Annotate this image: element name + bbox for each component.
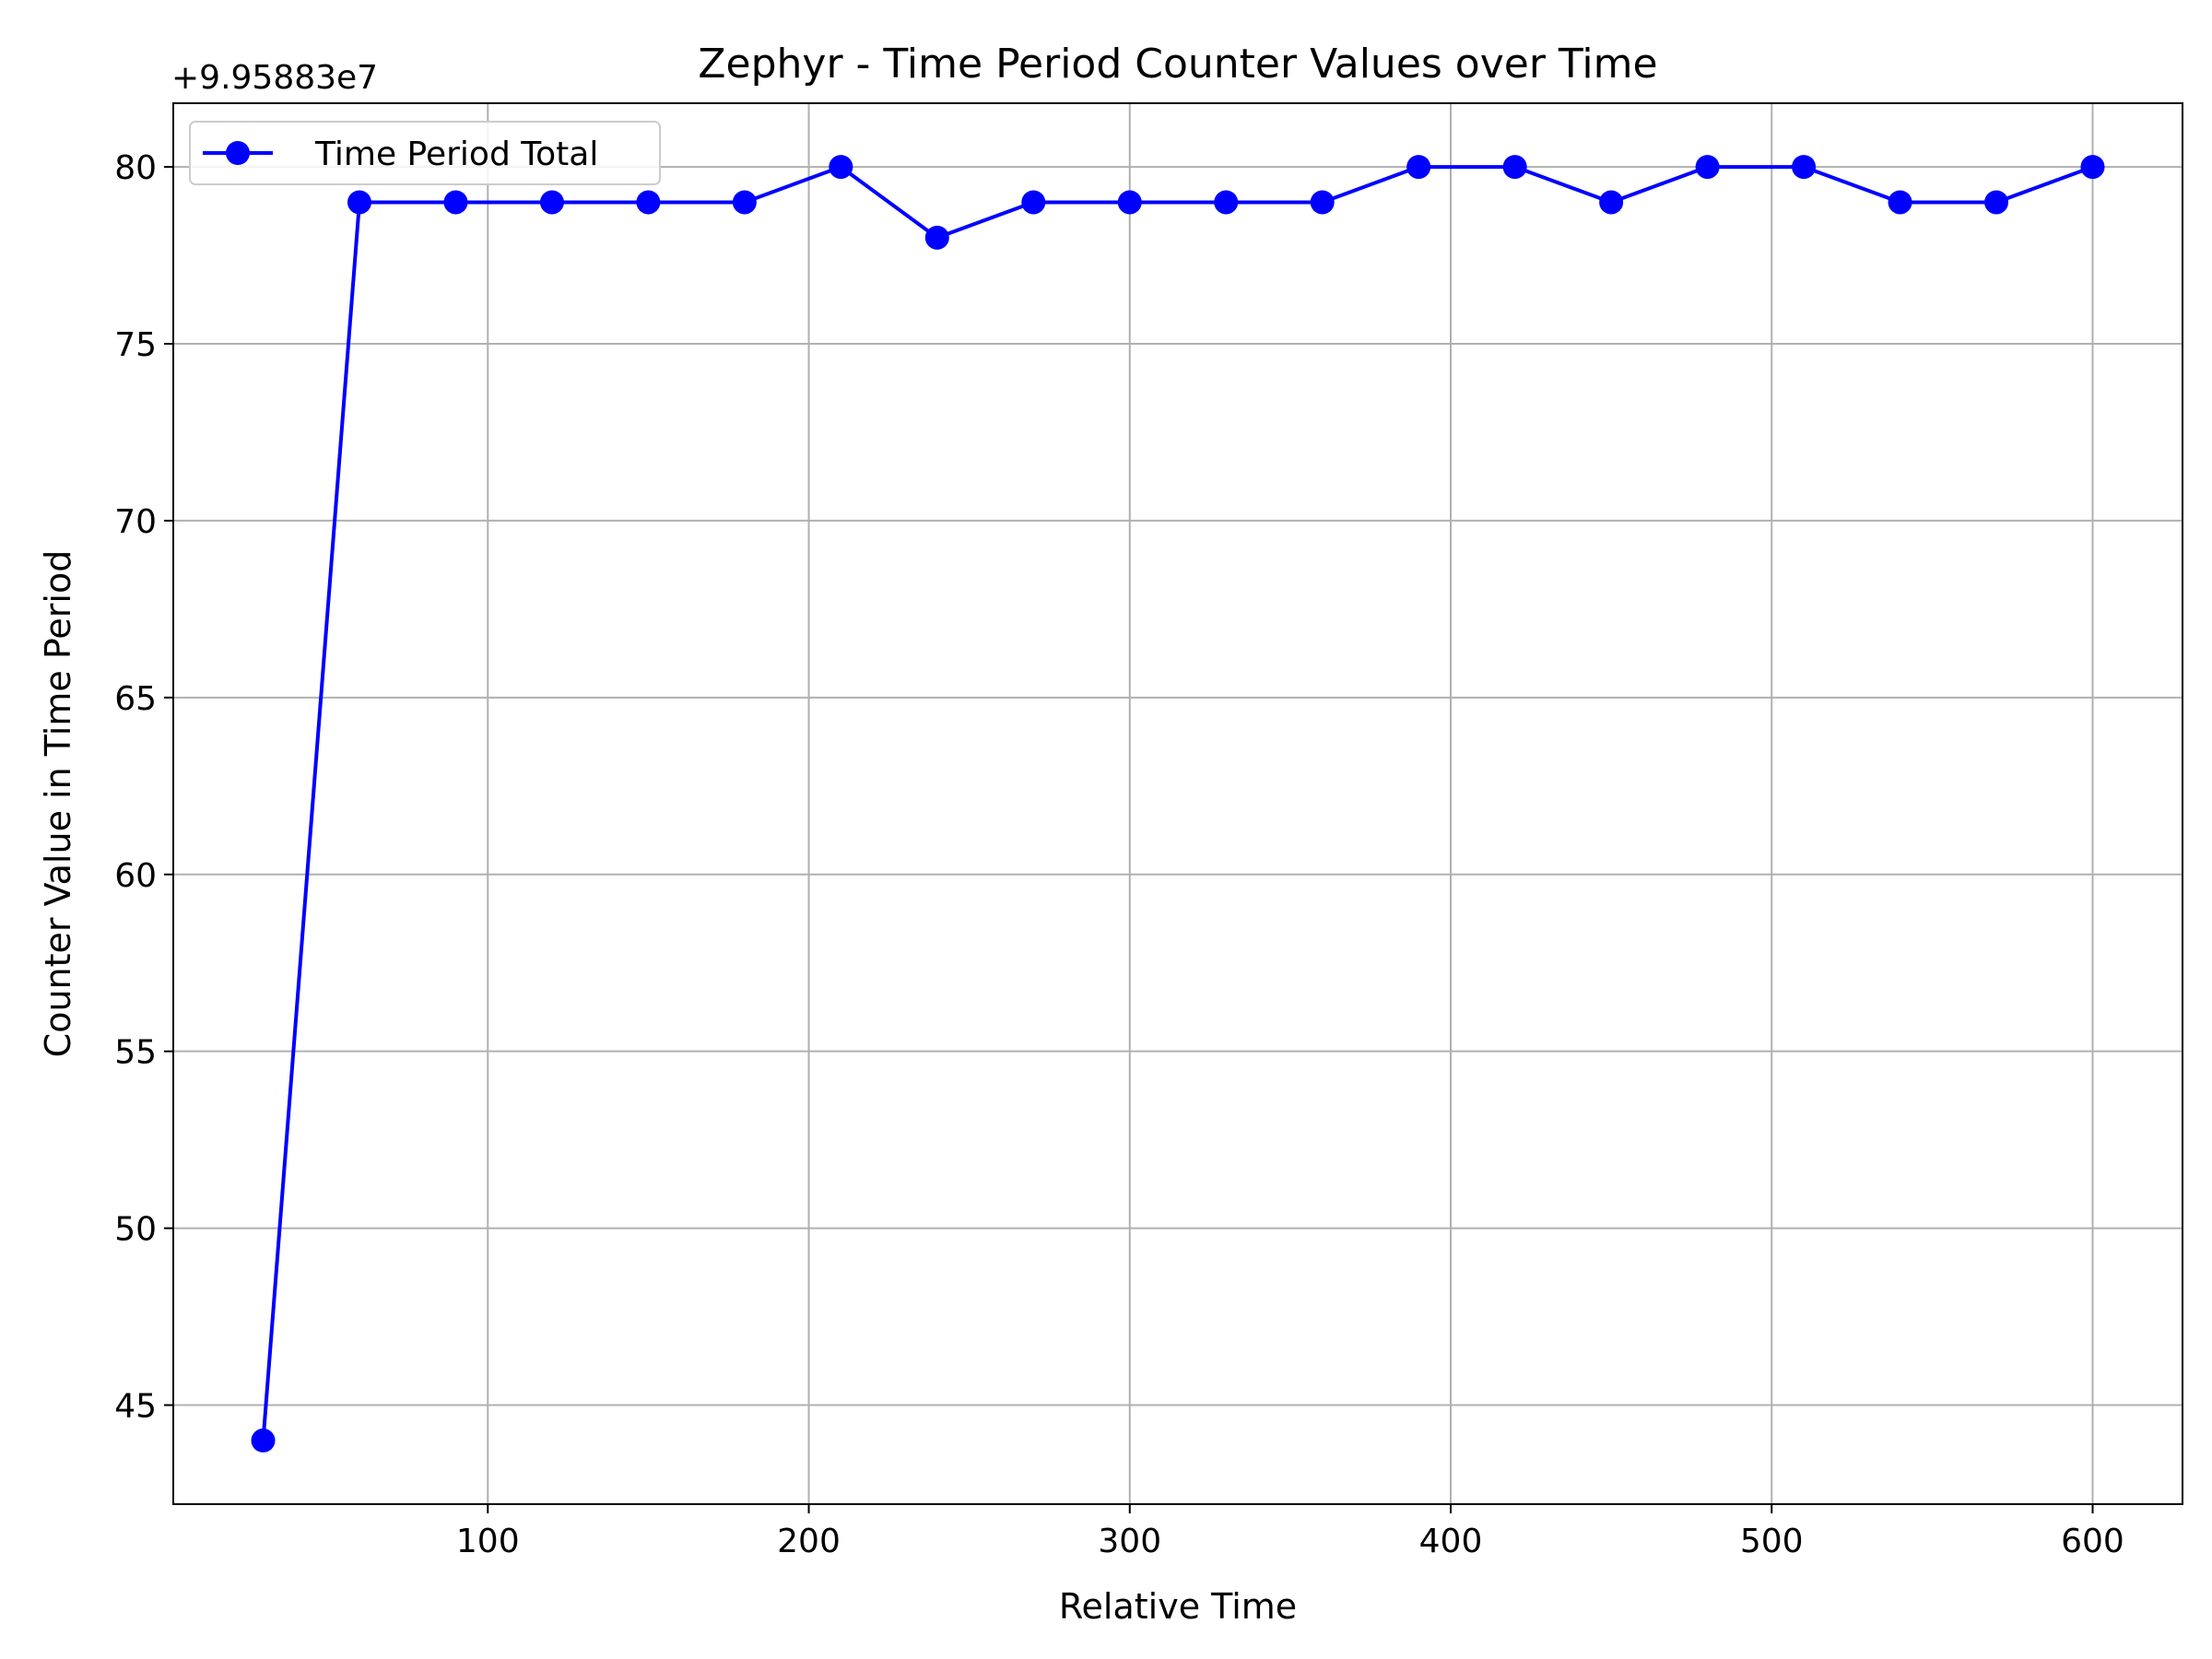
x-tick-label: 500	[1740, 1523, 1804, 1560]
y-tick-label: 55	[114, 1034, 157, 1072]
legend-box	[189, 121, 661, 185]
data-point	[1117, 190, 1142, 215]
y-tick-label: 75	[114, 326, 157, 364]
plot-frame	[172, 102, 2183, 1505]
legend-marker-swatch	[226, 141, 250, 165]
data-point	[443, 190, 468, 215]
data-point	[347, 190, 371, 215]
data-point	[251, 1428, 276, 1453]
x-tick-label: 300	[1098, 1523, 1161, 1560]
data-point	[1406, 155, 1431, 180]
data-point	[636, 190, 661, 215]
legend-label: Time Period Total	[314, 135, 598, 173]
data-point	[924, 225, 949, 250]
x-tick-label: 400	[1419, 1523, 1483, 1560]
x-tick-label: 200	[777, 1523, 841, 1560]
y-tick-label: 70	[114, 503, 157, 541]
ticks: 100 200 300 400 500 600 45 50 55 60 65 70 75 80	[114, 149, 2124, 1560]
series-layer	[251, 155, 2105, 1453]
data-point	[1695, 155, 1720, 180]
y-tick-label: 65	[114, 680, 157, 718]
legend: Time Period Total	[189, 121, 661, 185]
y-tick-label: 60	[114, 857, 157, 895]
y-tick-label: 80	[114, 149, 157, 187]
data-point	[1888, 190, 1912, 215]
data-point	[1792, 155, 1817, 180]
chart-title: Zephyr - Time Period Counter Values over…	[698, 41, 1657, 88]
y-tick-label: 50	[114, 1211, 157, 1249]
data-point	[1021, 190, 1046, 215]
y-tick-label: 45	[114, 1388, 157, 1426]
data-point	[829, 155, 853, 180]
data-point	[732, 190, 757, 215]
data-point	[1599, 190, 1624, 215]
x-tick-label: 600	[2061, 1523, 2124, 1560]
data-point	[1984, 190, 2009, 215]
y-offset-label: +9.95883e7	[171, 59, 378, 97]
data-point	[1214, 190, 1239, 215]
data-point	[539, 190, 564, 215]
x-tick-label: 100	[456, 1523, 520, 1560]
y-axis-label: Counter Value in Time Period	[38, 550, 78, 1058]
x-axis-label: Relative Time	[1059, 1586, 1297, 1627]
data-point	[1502, 155, 1527, 180]
data-point	[1310, 190, 1335, 215]
data-point	[2080, 155, 2105, 180]
series-line	[261, 165, 2094, 1441]
grid	[173, 103, 2183, 1504]
